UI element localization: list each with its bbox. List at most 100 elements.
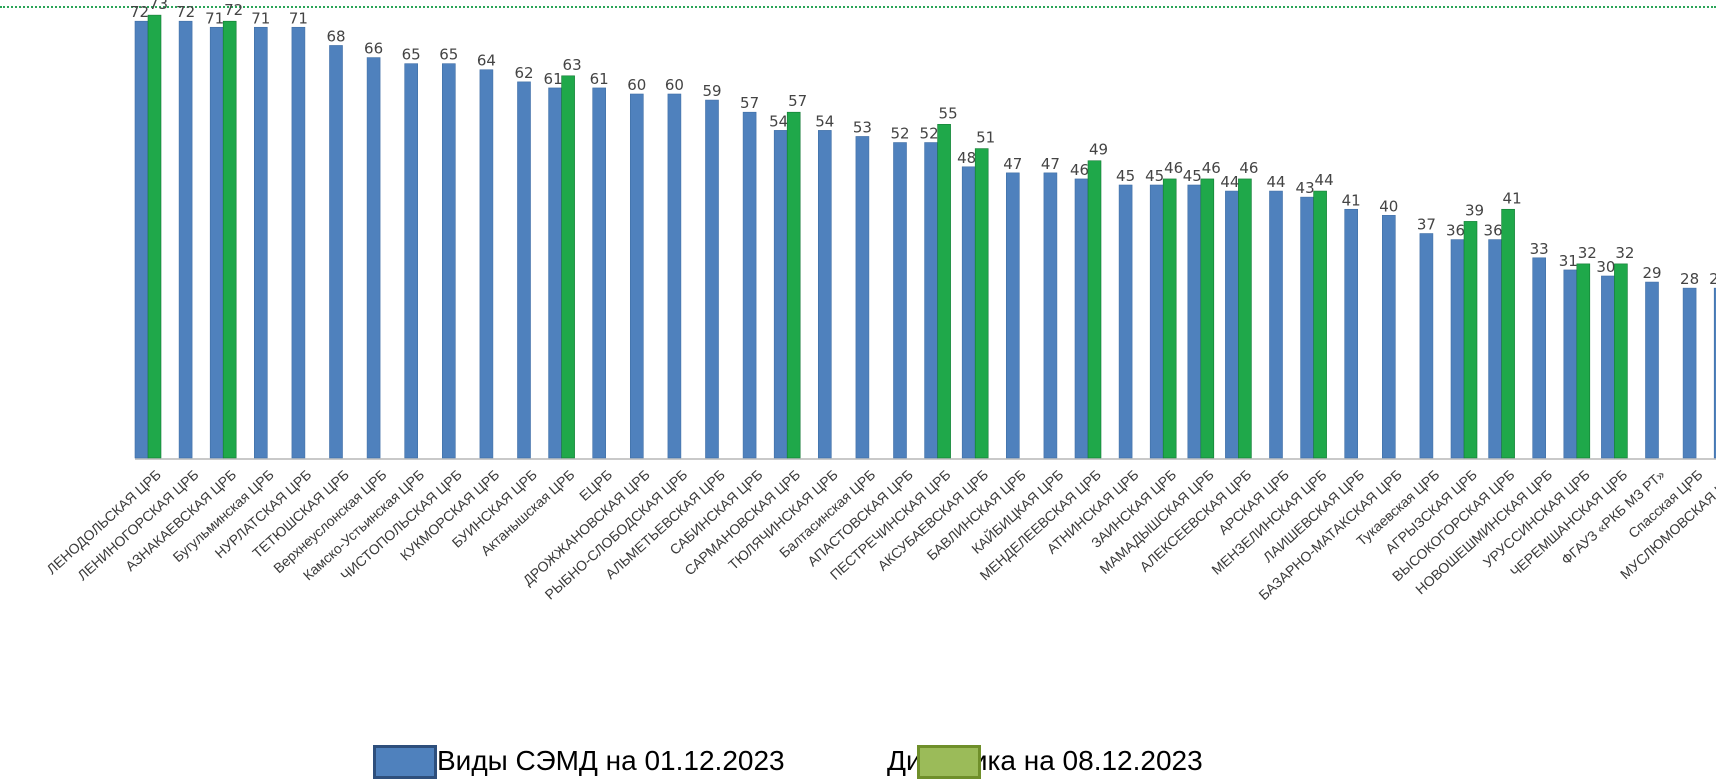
data-label-series1: 47 — [1003, 155, 1022, 173]
bar-series2 — [1463, 221, 1478, 459]
bar-series1 — [209, 26, 224, 459]
bar-series1 — [1450, 239, 1465, 459]
bar-series2 — [937, 124, 951, 459]
data-label-series1: 40 — [1379, 197, 1398, 215]
bar-series1 — [592, 87, 607, 459]
data-label-series1: 62 — [514, 64, 533, 82]
data-label-series1: 45 — [1116, 167, 1135, 185]
bar-series1 — [1043, 172, 1058, 459]
bar-series1 — [178, 20, 193, 459]
bar-series1 — [924, 142, 938, 459]
bar-series1 — [1488, 239, 1502, 459]
data-label-series1: 28 — [1680, 270, 1699, 288]
bar-series1 — [517, 81, 531, 459]
data-label-series2: 32 — [1578, 244, 1597, 262]
top-dotted-rule — [0, 6, 1716, 8]
bar-series1 — [705, 99, 719, 459]
data-label-series2: 46 — [1239, 159, 1258, 177]
bar-series1 — [1118, 184, 1133, 459]
bar-series2 — [561, 75, 575, 459]
legend-label-series1: Виды СЭМД на 01.12.2023 — [437, 741, 785, 781]
bar-series2 — [1162, 178, 1177, 459]
data-label-series1: 45 — [1145, 167, 1164, 185]
data-label-series1: 53 — [853, 118, 872, 136]
bar-series1 — [773, 130, 788, 459]
bar-series1 — [1601, 275, 1615, 459]
bar-series1 — [479, 69, 494, 459]
data-label-series2: 63 — [563, 56, 582, 74]
data-label-series1: 30 — [1596, 258, 1615, 276]
data-label-series1: 28 — [1709, 270, 1716, 288]
bar-series2 — [786, 111, 801, 459]
data-label-series1: 54 — [769, 112, 788, 130]
data-label-series1: 52 — [890, 125, 909, 143]
bar-series1 — [1300, 196, 1314, 459]
bar-series1 — [1382, 215, 1396, 459]
bar-series2 — [1238, 178, 1252, 459]
data-label-series2: 57 — [788, 92, 807, 110]
bar-series1 — [667, 93, 682, 459]
bar-series1 — [134, 20, 149, 459]
bar-series2 — [147, 14, 162, 459]
data-label-series1: 64 — [477, 52, 496, 70]
data-label-series2: 72 — [224, 1, 243, 19]
data-label-series1: 72 — [130, 3, 149, 21]
data-label-series1: 71 — [251, 9, 270, 27]
data-label-series1: 44 — [1220, 173, 1239, 191]
data-label-series1: 52 — [920, 125, 939, 143]
data-label-series1: 60 — [665, 76, 684, 94]
data-label-series1: 31 — [1559, 252, 1578, 270]
data-label-series1: 45 — [1183, 167, 1202, 185]
bar-series1 — [441, 63, 456, 459]
bar-series2 — [1087, 160, 1102, 459]
data-label-series2: 44 — [1315, 171, 1334, 189]
bar-series1 — [1225, 190, 1239, 459]
bar-series1 — [961, 166, 976, 459]
data-label-series1: 33 — [1530, 240, 1549, 258]
data-label-series1: 71 — [205, 9, 224, 27]
data-label-series2: 41 — [1503, 189, 1522, 207]
bar-series1 — [742, 111, 757, 459]
data-label-series1: 41 — [1342, 191, 1361, 209]
bar-series1 — [548, 87, 562, 459]
bar-series1 — [1149, 184, 1164, 459]
bar-series1 — [1682, 287, 1697, 459]
bar-series1 — [1187, 184, 1202, 459]
data-label-series1: 54 — [815, 112, 834, 130]
data-label-series2: 55 — [939, 104, 958, 122]
bar-series1 — [291, 26, 306, 459]
data-label-series2: 51 — [976, 129, 995, 147]
data-label-series2: 73 — [149, 0, 168, 13]
bar-series1 — [329, 45, 343, 459]
data-label-series1: 29 — [1642, 264, 1661, 282]
bar-series1 — [1269, 190, 1283, 459]
bar-series2 — [1313, 190, 1327, 459]
data-label-series2: 49 — [1089, 141, 1108, 159]
bar-series2 — [1576, 263, 1591, 459]
bar-series1 — [1344, 208, 1358, 459]
bar-series1 — [1074, 178, 1089, 459]
legend-swatch-series1 — [373, 745, 437, 779]
bar-series2 — [222, 20, 237, 459]
data-label-series1: 66 — [364, 40, 383, 58]
bar-series1 — [254, 26, 268, 459]
bar-series1 — [404, 63, 419, 459]
bar-series1 — [855, 136, 870, 459]
data-label-series1: 61 — [590, 70, 609, 88]
data-label-series1: 48 — [957, 149, 976, 167]
legend-swatch-series2 — [917, 745, 981, 779]
data-label-series1: 72 — [176, 3, 195, 21]
bar-series1 — [1532, 257, 1546, 459]
data-label-series1: 60 — [627, 76, 646, 94]
bar-series1 — [366, 57, 381, 459]
bar-series2 — [1200, 178, 1215, 459]
bar-series1 — [1563, 269, 1578, 459]
data-label-series1: 61 — [544, 70, 563, 88]
bar-series1 — [817, 130, 832, 459]
data-label-series2: 39 — [1465, 201, 1484, 219]
data-label-series1: 46 — [1070, 161, 1089, 179]
data-label-series1: 44 — [1266, 173, 1285, 191]
data-label-series1: 36 — [1484, 222, 1503, 240]
bar-series1 — [1645, 281, 1659, 459]
data-label-series1: 47 — [1041, 155, 1060, 173]
